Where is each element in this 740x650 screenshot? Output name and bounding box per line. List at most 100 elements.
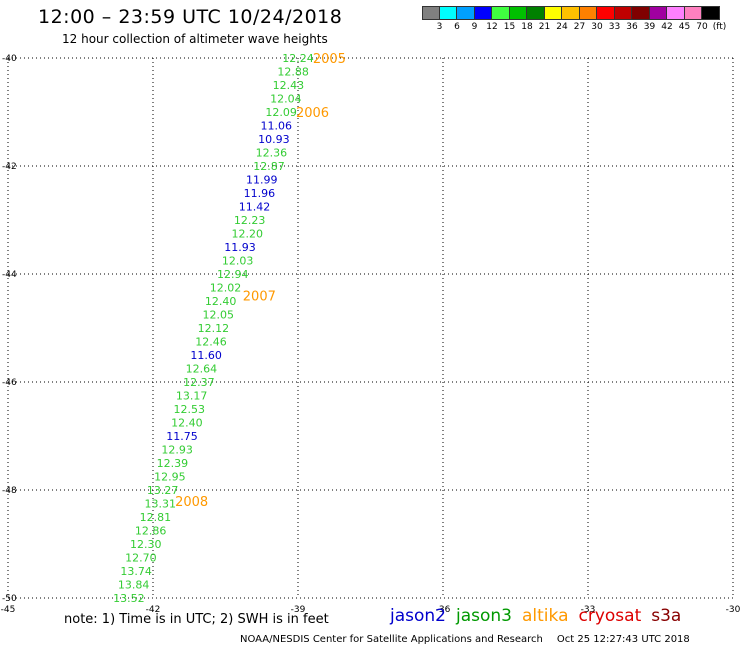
wave-height-label: 13.84 [118, 579, 150, 592]
wave-height-label: 12.88 [277, 66, 309, 79]
generated-timestamp: Oct 25 12:27:43 UTC 2018 [556, 634, 690, 645]
wave-height-label: 13.31 [145, 498, 177, 511]
y-tick-label: -40 [2, 54, 17, 64]
wave-height-label: 12.23 [234, 214, 266, 227]
color-scale-label: 45 [678, 22, 691, 32]
x-tick-label: -42 [146, 605, 161, 615]
wave-height-label: 11.96 [244, 187, 276, 200]
y-tick-label: -48 [2, 486, 17, 496]
wave-height-label: 13.74 [120, 565, 152, 578]
wave-height-label: 12.40 [205, 295, 237, 308]
wave-height-label: 12.94 [217, 268, 249, 281]
time-mark-label: 2006 [296, 106, 329, 121]
wave-height-label: 13.17 [176, 390, 208, 403]
wave-height-label: 12.87 [253, 160, 285, 173]
y-tick-label: -42 [2, 162, 17, 172]
color-scale-label: 15 [503, 22, 516, 32]
wave-height-label: 13.27 [147, 484, 179, 497]
wave-height-label: 12.86 [135, 525, 167, 538]
color-scale-label: 3 [436, 22, 443, 32]
color-scale-label: 24 [556, 22, 568, 32]
color-swatch [544, 6, 562, 20]
color-swatch [474, 6, 492, 20]
color-swatch [579, 6, 597, 20]
wave-height-label: 11.42 [239, 201, 271, 214]
color-scale-label: 18 [521, 22, 533, 32]
wave-height-label: 12.43 [273, 79, 305, 92]
legend-item-altika: altika [522, 606, 569, 626]
wave-height-label: 12.39 [157, 457, 189, 470]
legend-item-jason2: jason2 [390, 606, 446, 626]
color-swatch [562, 6, 580, 20]
wave-height-color-scale [422, 6, 720, 20]
wave-height-label: 11.99 [246, 174, 278, 187]
color-swatch [439, 6, 457, 20]
color-scale-label: 6 [454, 22, 460, 32]
wave-height-label: 12.03 [222, 255, 254, 268]
color-scale-label: 42 [661, 22, 673, 32]
color-swatch [684, 6, 702, 20]
time-mark-label: 2005 [313, 52, 346, 67]
color-swatch [597, 6, 615, 20]
credit-text: NOAA/NESDIS Center for Satellite Applica… [240, 634, 543, 645]
wave-height-label: 12.53 [174, 403, 206, 416]
wave-height-label: 13.52 [113, 592, 145, 605]
color-scale-label: 21 [538, 22, 551, 32]
wave-height-label: 12.24 [282, 52, 314, 65]
x-tick-label: -45 [1, 605, 16, 615]
x-tick-label: -39 [291, 605, 306, 615]
y-tick-label: -44 [2, 270, 17, 280]
wave-height-label: 10.93 [258, 133, 290, 146]
color-scale-label: 36 [626, 22, 638, 32]
wave-height-label: 11.60 [190, 349, 222, 362]
wave-height-label: 11.75 [166, 430, 198, 443]
color-scale-label: 9 [471, 22, 478, 32]
wave-height-label: 12.05 [203, 309, 235, 322]
color-scale-label: 30 [591, 22, 603, 32]
color-scale-label: 33 [608, 22, 621, 32]
time-mark-label: 2008 [175, 495, 208, 510]
color-swatch [614, 6, 632, 20]
y-tick-label: -50 [2, 594, 17, 604]
credit-line: NOAA/NESDIS Center for Satellite Applica… [240, 634, 690, 645]
color-swatch [702, 6, 720, 20]
footnote: note: 1) Time is in UTC; 2) SWH is in fe… [64, 612, 329, 627]
color-scale-label: 12 [486, 22, 498, 32]
wave-height-label: 12.09 [265, 106, 297, 119]
x-tick-label: -30 [726, 605, 740, 615]
wave-height-label: 12.95 [154, 471, 186, 484]
time-mark-label: 2007 [243, 290, 276, 305]
satellite-legend: jason2 jason3 altika cryosat s3a [390, 606, 691, 626]
wave-height-label: 12.81 [140, 511, 172, 524]
wave-height-label: 12.64 [186, 363, 218, 376]
color-scale-labels: 3 6 9 12 15 18 21 24 27 30 33 36 39 42 45 70 (ft) [422, 22, 740, 34]
legend-item-s3a: s3a [651, 606, 682, 626]
wave-height-label: 12.46 [195, 336, 227, 349]
wave-height-label: 12.30 [130, 538, 162, 551]
wave-height-label: 12.02 [210, 282, 242, 295]
color-scale-label: 70 [696, 22, 708, 32]
legend-item-jason3: jason3 [456, 606, 512, 626]
wave-height-label: 12.04 [270, 93, 302, 106]
color-scale-label: (ft) [712, 22, 727, 32]
wave-height-label: 12.37 [183, 376, 215, 389]
color-swatch [492, 6, 510, 20]
color-swatch [632, 6, 650, 20]
y-tick-label: -46 [2, 378, 17, 388]
color-swatch [422, 6, 440, 20]
color-swatch [527, 6, 545, 20]
map-subtitle: 12 hour collection of altimeter wave hei… [62, 32, 328, 46]
wave-height-label: 12.40 [171, 417, 203, 430]
legend-item-cryosat: cryosat [578, 606, 642, 626]
wave-height-label: 12.36 [256, 147, 288, 160]
x-tick-label: -36 [436, 605, 451, 615]
wave-height-label: 11.06 [261, 120, 293, 133]
wave-height-label: 12.93 [161, 444, 193, 457]
color-scale-label: 27 [573, 22, 586, 32]
color-swatch [649, 6, 667, 20]
color-scale-label: 39 [643, 22, 656, 32]
wave-height-label: 12.20 [232, 228, 264, 241]
wave-height-label: 11.93 [224, 241, 256, 254]
color-swatch [509, 6, 527, 20]
